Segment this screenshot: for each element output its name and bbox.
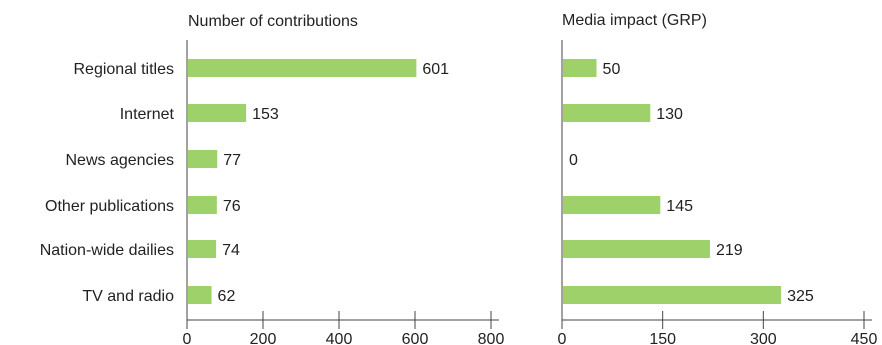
category-label: Regional titles — [74, 61, 175, 78]
chart-2-data-label: 130 — [656, 106, 683, 123]
chart-2-x-tick-label: 450 — [851, 331, 878, 345]
category-label: Other publications — [45, 198, 174, 215]
chart-1-bar — [188, 286, 212, 304]
chart-1-x-tick-label: 200 — [250, 331, 277, 345]
category-label: Nation-wide dailies — [40, 242, 174, 259]
chart-2-data-label: 219 — [716, 242, 743, 259]
chart-2-data-label: 325 — [787, 288, 814, 305]
category-label: Internet — [120, 106, 175, 123]
chart-1-x-tick-label: 0 — [183, 331, 192, 345]
chart-1-bar — [188, 59, 417, 77]
chart-2-bar — [563, 240, 710, 258]
chart-2-data-label: 0 — [569, 152, 578, 169]
chart-1-x-tick-label: 600 — [402, 331, 429, 345]
chart-1-data-label: 62 — [218, 288, 236, 305]
chart-2-x-tick-label: 0 — [558, 331, 567, 345]
chart-2-title: Media impact (GRP) — [562, 12, 707, 29]
chart-2-bar — [563, 196, 661, 214]
chart-1-data-label: 76 — [223, 198, 241, 215]
chart-1-data-label: 153 — [252, 106, 279, 123]
chart-1-data-label: 74 — [222, 242, 240, 259]
chart-1-data-label: 77 — [223, 152, 241, 169]
chart-2-x-tick-label: 300 — [750, 331, 777, 345]
chart-2-data-label: 50 — [603, 61, 621, 78]
chart-2-x-tick-label: 150 — [649, 331, 676, 345]
chart-2-bar — [563, 104, 651, 122]
chart-1-x-tick-label: 400 — [326, 331, 353, 345]
category-label: TV and radio — [82, 288, 174, 305]
chart-1-bar — [188, 104, 247, 122]
chart-2-bar — [563, 286, 782, 304]
chart-1-bar — [188, 240, 217, 258]
chart-1: 0 200 400 600 800 601 Regional titles 153 Intern… — [40, 40, 505, 345]
chart-1-data-label: 601 — [422, 61, 449, 78]
chart-2-bar — [563, 59, 597, 77]
chart-1-bar — [188, 150, 218, 168]
chart-1-title: Number of contributions — [188, 13, 358, 30]
chart-1-x-tick-label: 800 — [478, 331, 505, 345]
category-label: News agencies — [66, 152, 175, 169]
chart-1-bar — [188, 196, 217, 214]
chart-2-data-label: 145 — [666, 198, 693, 215]
chart-2: 0 150 300 450 50 130 0 145 219 325 — [558, 40, 878, 345]
